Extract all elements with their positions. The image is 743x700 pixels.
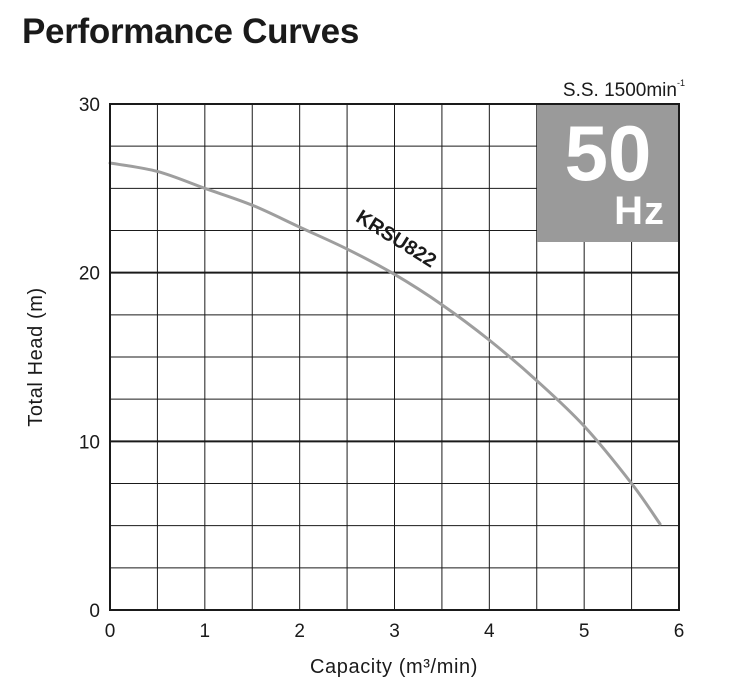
- speed-text: S.S. 1500min: [562, 80, 677, 101]
- x-tick-label: 2: [294, 621, 305, 642]
- y-axis-label: Total Head (m): [25, 287, 47, 427]
- plot-frame: [109, 103, 680, 611]
- speed-superscript: -1: [676, 78, 685, 88]
- frequency-badge: 50 Hz: [537, 104, 679, 242]
- x-axis-label: Capacity (m³/min): [310, 656, 478, 678]
- frequency-badge-background: [537, 104, 679, 242]
- y-tick-label: 30: [79, 95, 100, 116]
- x-tick-label: 6: [674, 621, 685, 642]
- frequency-badge-unit: Hz: [614, 189, 665, 233]
- y-tick-label: 0: [89, 601, 100, 622]
- x-tick-label: 3: [389, 621, 400, 642]
- series-line-krsu822: [108, 161, 662, 526]
- x-tick-label: 1: [200, 621, 211, 642]
- x-tick-label: 4: [484, 621, 495, 642]
- y-tick-label: 20: [79, 264, 100, 285]
- y-tick-label: 10: [79, 432, 100, 453]
- page-title: Performance Curves: [22, 12, 359, 51]
- x-tick-label: 0: [105, 621, 116, 642]
- x-tick-label: 5: [579, 621, 590, 642]
- speed-label: S.S. 1500min-1: [563, 78, 685, 102]
- frequency-badge-value: 50: [565, 109, 652, 197]
- tick-labels: 0 1 2 3 4 5 6 0 10 20 30: [79, 95, 684, 642]
- series-label: KRSU822: [352, 206, 440, 272]
